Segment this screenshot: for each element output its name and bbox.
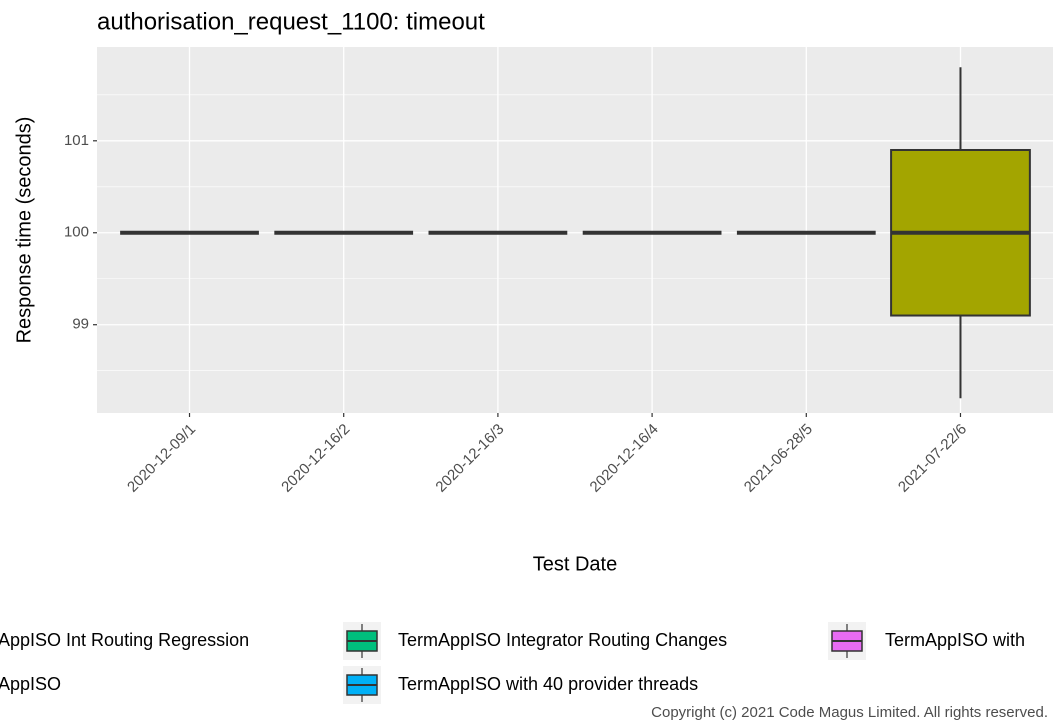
legend-label: TermAppISO Integrator Routing Changes [398, 630, 727, 650]
y-tick-label: 100 [64, 224, 89, 241]
y-axis-title: Response time (seconds) [13, 117, 35, 344]
x-tick-label: 2020-12-16/4 [587, 421, 662, 496]
y-tick-label: 101 [64, 132, 89, 149]
legend-label: TermAppISO with [885, 630, 1025, 650]
legend-label: TermAppISO Int Routing Regression [0, 630, 249, 650]
x-tick-label: 2020-12-16/2 [278, 421, 353, 496]
x-tick-label: 2021-07-22/6 [895, 421, 970, 496]
x-axis-title: Test Date [533, 553, 617, 575]
chart-title: authorisation_request_1100: timeout [97, 8, 485, 35]
legend-label: TermAppISO [0, 674, 61, 694]
x-tick-label: 2020-12-09/1 [124, 421, 199, 496]
legend-label: TermAppISO with 40 provider threads [398, 674, 698, 694]
copyright: Copyright (c) 2021 Code Magus Limited. A… [651, 704, 1048, 721]
y-tick-label: 99 [72, 316, 89, 333]
x-tick-label: 2021-06-28/5 [741, 421, 816, 496]
x-tick-label: 2020-12-16/3 [432, 421, 507, 496]
